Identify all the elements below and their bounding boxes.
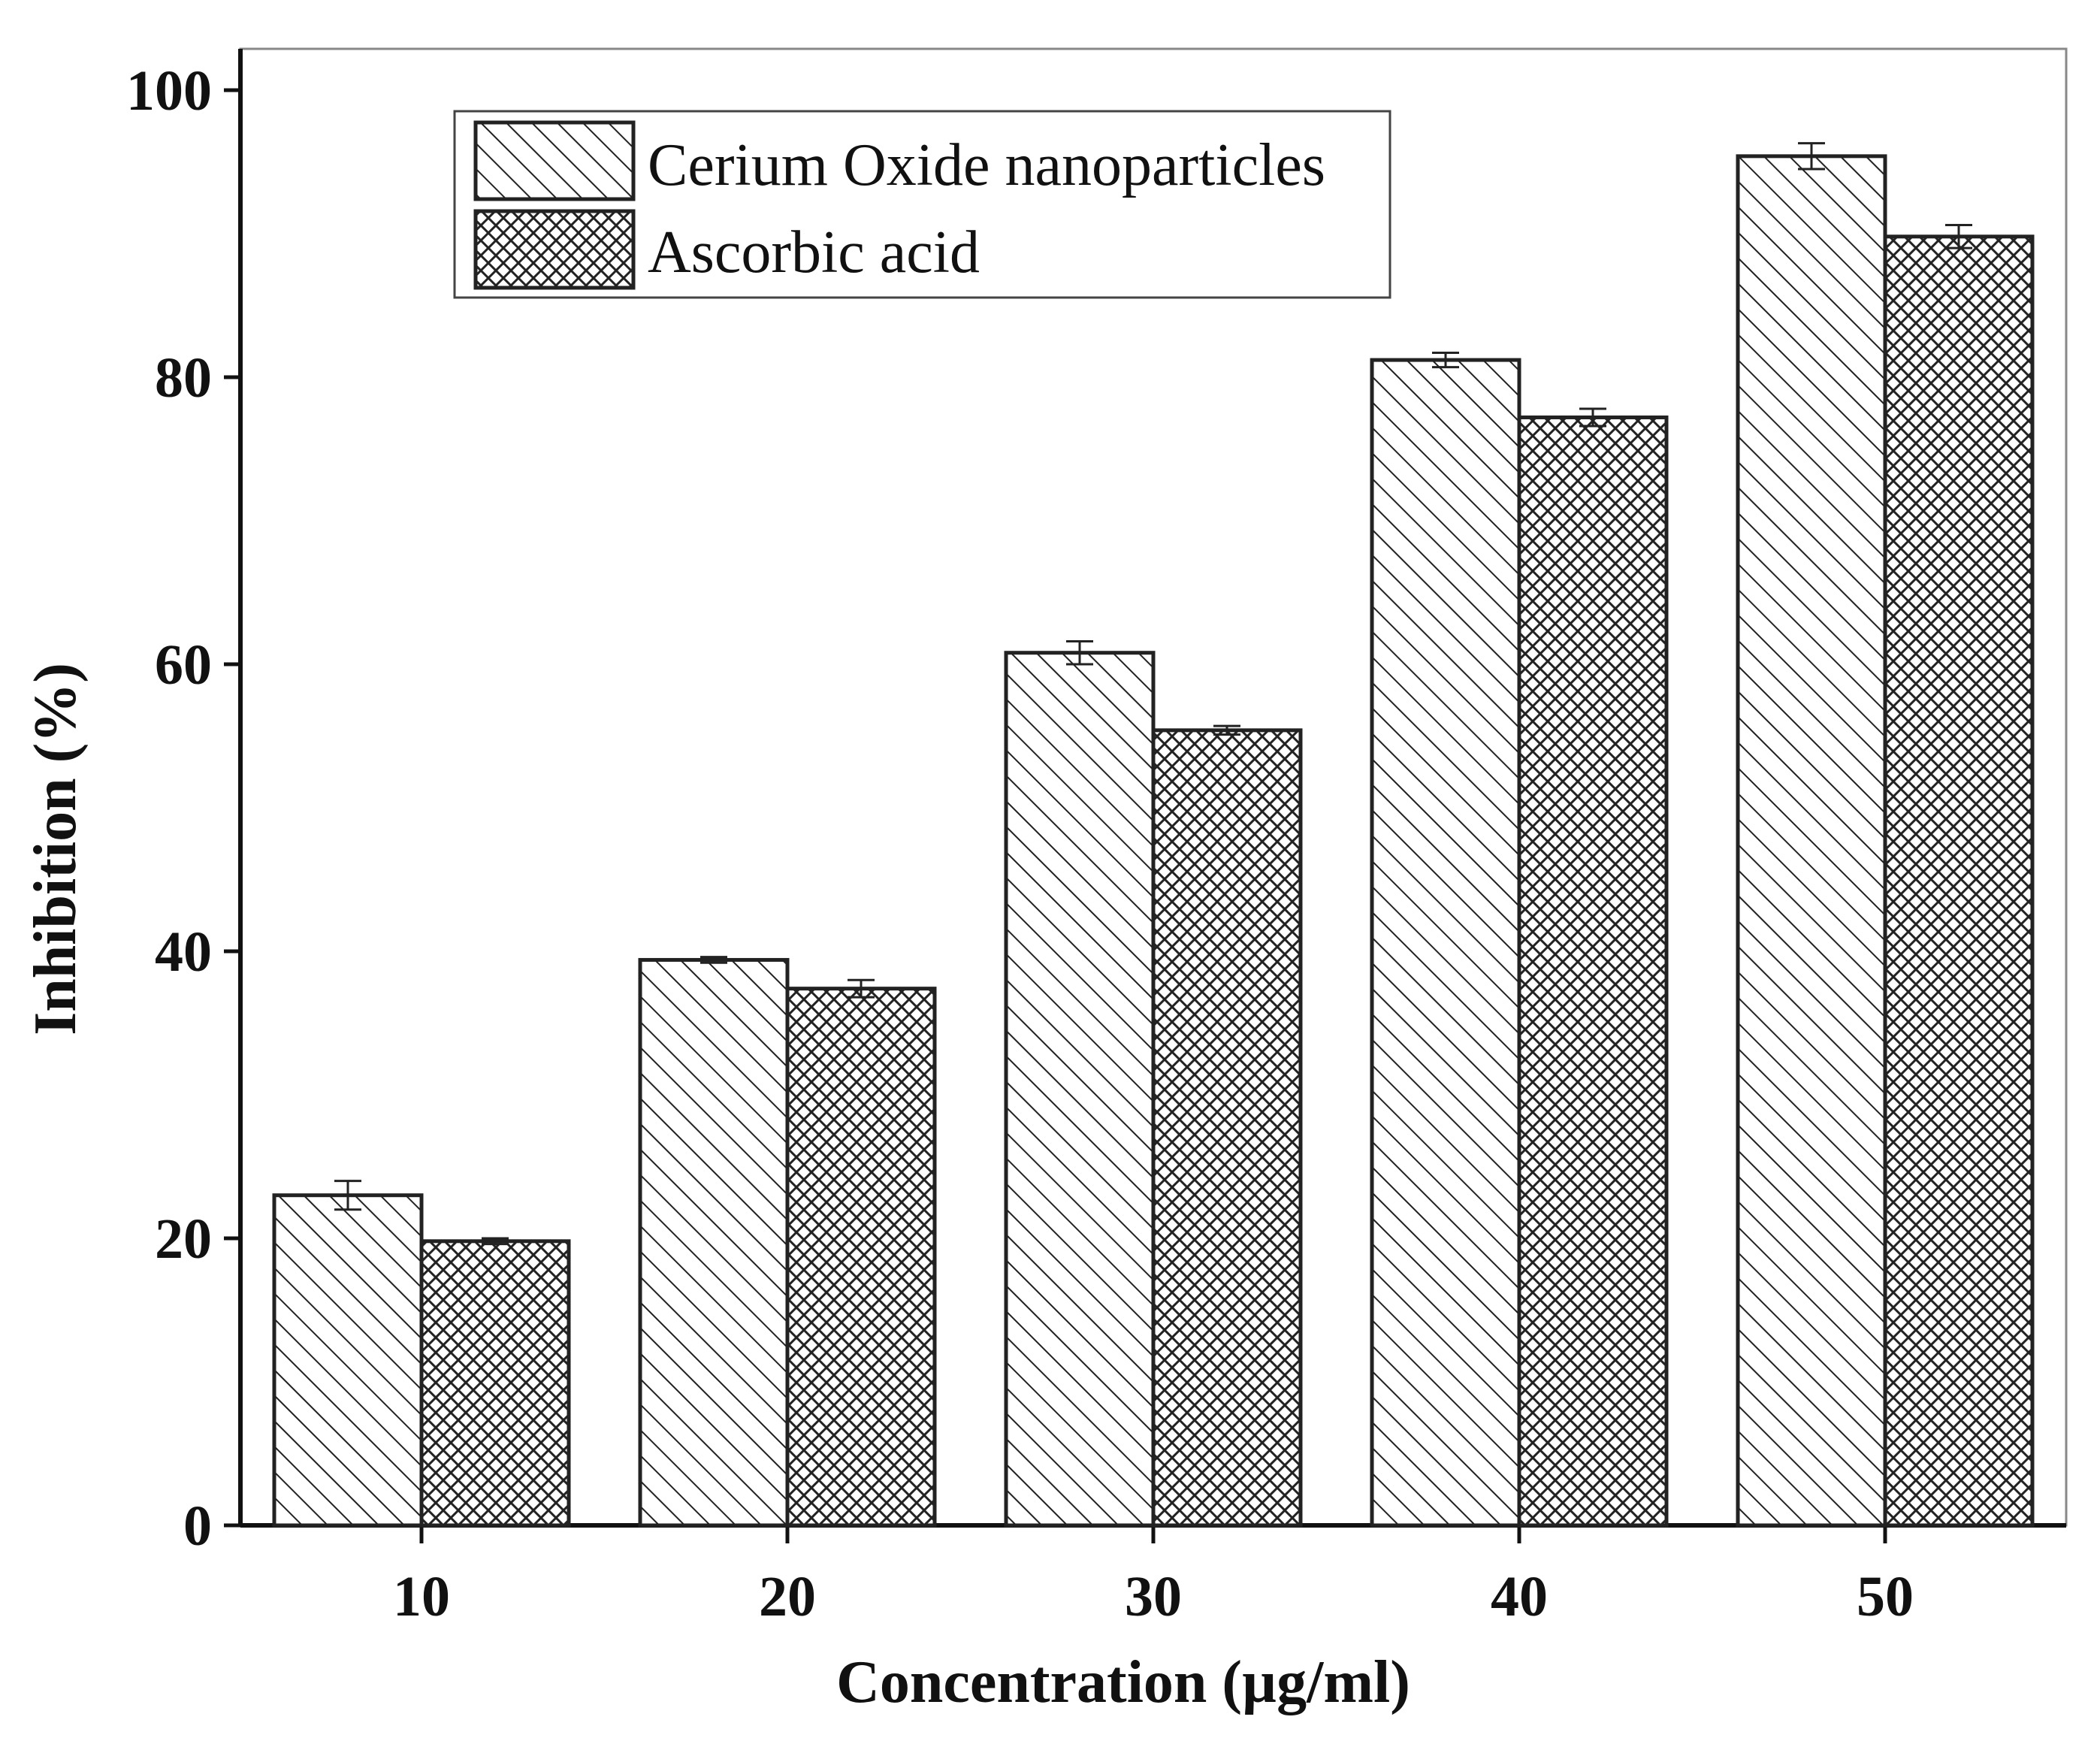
legend-swatch-cerium — [473, 120, 636, 201]
x-tick-label: 30 — [1125, 1565, 1182, 1628]
bar-cerium-10 — [272, 1193, 424, 1528]
y-tick-label: 60 — [155, 633, 212, 697]
y-tick-label: 0 — [183, 1495, 212, 1558]
error-bars-group — [334, 142, 1972, 1246]
x-axis-ticks: 10 20 30 40 50 — [393, 1525, 1914, 1628]
x-tick-label: 40 — [1491, 1565, 1548, 1628]
y-tick-label: 80 — [155, 346, 212, 410]
bar-ascorbic-20 — [785, 987, 937, 1528]
bar-cerium-20 — [638, 957, 790, 1528]
bar-ascorbic-10 — [419, 1239, 571, 1528]
legend: Cerium Oxide nanoparticles Ascorbic acid — [453, 110, 1391, 299]
y-tick-label: 100 — [126, 59, 212, 122]
legend-swatch-ascorbic — [473, 209, 636, 290]
bar-cerium-40 — [1370, 358, 1521, 1528]
legend-label-cerium: Cerium Oxide nanoparticles — [648, 132, 1325, 198]
y-tick-label: 40 — [155, 920, 212, 984]
legend-label-ascorbic: Ascorbic acid — [648, 219, 980, 286]
bar-cerium-50 — [1736, 154, 1887, 1528]
bar-ascorbic-30 — [1151, 728, 1303, 1528]
x-tick-label: 50 — [1857, 1565, 1914, 1628]
x-tick-label: 10 — [393, 1565, 450, 1628]
bar-ascorbic-50 — [1883, 234, 2035, 1528]
y-axis-ticks: 0 20 40 60 80 100 — [126, 59, 240, 1558]
bars-group — [272, 154, 2035, 1528]
bar-cerium-30 — [1004, 651, 1156, 1528]
x-tick-label: 20 — [759, 1565, 816, 1628]
x-axis-title: Concentration (µg/ml) — [836, 1649, 1410, 1715]
y-tick-label: 20 — [155, 1208, 212, 1271]
y-axis-title: Inhibition (%) — [23, 663, 89, 1035]
bar-ascorbic-40 — [1517, 415, 1669, 1528]
